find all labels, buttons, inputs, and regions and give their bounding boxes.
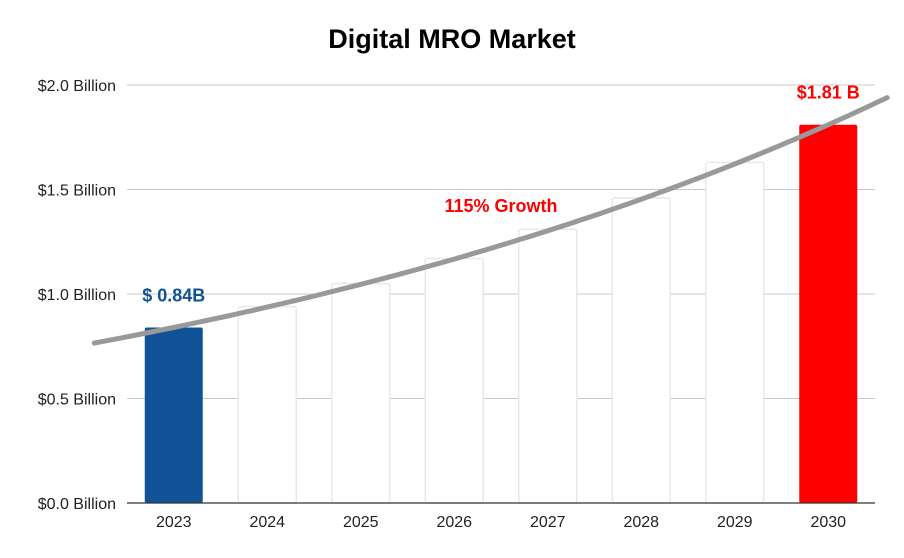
x-tick-label: 2025: [343, 514, 379, 531]
y-tick-label: $1.0 Billion: [38, 287, 116, 304]
bar-2028: [611, 197, 671, 504]
x-tick-label: 2029: [717, 514, 753, 531]
bar-2027: [518, 228, 578, 504]
annotation-label: $ 0.84B: [142, 285, 205, 305]
y-tick-label: $0.5 Billion: [38, 392, 116, 409]
chart-title: Digital MRO Market: [328, 24, 576, 54]
y-tick-label: $1.5 Billion: [38, 183, 116, 200]
bars: [144, 124, 858, 504]
x-tick-label: 2023: [156, 514, 192, 531]
axes: $0.0 Billion $0.5 Billion $1.0 Billion $1.5…: [38, 78, 875, 531]
trend-line-group: [91, 95, 890, 346]
annotation-label: $1.81 B: [797, 83, 860, 103]
y-tick-label: $0.0 Billion: [38, 496, 116, 513]
x-tick-label: 2027: [530, 514, 566, 531]
bar-2025: [331, 282, 391, 504]
annotation-label: 115% Growth: [444, 196, 557, 216]
bar-2029: [705, 161, 765, 504]
y-tick-label: $2.0 Billion: [38, 78, 116, 95]
labels: $ 0.84B 115% Growth $1.81 B: [142, 83, 860, 306]
bar-2023: [144, 327, 203, 503]
trend-line: [91, 95, 890, 346]
x-tick-label: 2024: [249, 514, 285, 531]
bar-2030: [799, 124, 858, 504]
x-tick-label: 2026: [436, 514, 472, 531]
x-tick-label: 2028: [623, 514, 659, 531]
bar-2024: [237, 305, 297, 504]
x-tick-label: 2030: [810, 514, 846, 531]
bar-2026: [424, 257, 484, 504]
